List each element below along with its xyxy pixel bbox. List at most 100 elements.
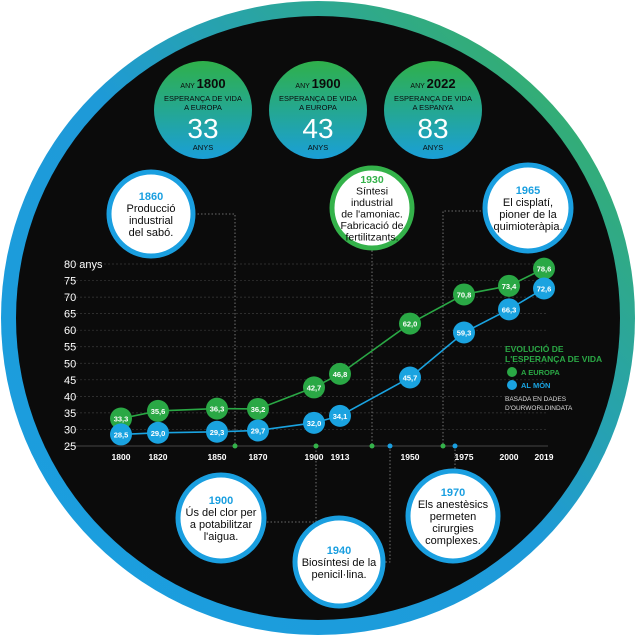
event-text-line: l'aigua. [204,531,239,543]
dot-1940 [387,443,393,449]
data-label: 29,3 [210,428,225,437]
y-tick-label: 70 [64,292,76,304]
event-year: 1930 [360,174,384,186]
event-circle [329,165,415,251]
event-text-line: Biosíntesi de la [302,557,377,569]
y-tick-label: 45 [64,375,76,387]
data-point-world-1975 [453,321,475,344]
data-label: 59,3 [457,328,472,337]
data-label: 46,8 [333,370,348,379]
stat-value: 33 [187,113,218,144]
stat-year: ANY 1900 [295,76,340,91]
event-text-line: Ús del clor per [186,506,257,519]
stat-year-prefix: ANY [410,83,426,90]
y-tick-label: 80 anys [64,259,103,271]
data-point-europe-1820 [147,399,169,422]
dark-disc [16,16,620,620]
stat-badge-circle [154,61,252,159]
connector-1965 [442,210,488,446]
event-year: 1900 [209,495,233,507]
stat-line1: ESPERANÇA DE VIDA [279,94,357,103]
chart-series: 33,3 35,6 36,3 36,2 42,7 46,8 62,0 70,8 73,4 78,6… [110,257,555,446]
x-tick-label: 1950 [401,452,420,462]
data-point-europe-2019 [533,257,555,280]
event-text-line: quimioteràpia. [493,221,562,233]
data-point-world-1850 [206,420,228,443]
event-text-line: penicil·lina. [311,569,366,581]
event-text-line: Producció [127,203,176,215]
x-tick-label: 1870 [249,452,268,462]
data-point-europe-1950 [399,312,421,335]
legend-world-label: AL MÓN [521,381,550,390]
data-label: 70,8 [457,290,472,299]
x-tick-label: 1913 [331,452,350,462]
legend-europe-marker [507,367,517,377]
data-point-world-1820 [147,421,169,444]
y-tick-label: 30 [64,424,76,436]
dot-1860 [232,443,238,449]
stat-year-prefix: ANY [180,83,196,90]
y-tick-label: 40 [64,391,76,403]
event-text-line: Síntesi [356,186,388,198]
event-text-line: pioner de la [499,209,557,221]
x-tick-label: 1800 [112,452,131,462]
data-point-europe-2000 [498,274,520,297]
stat-line1: ESPERANÇA DE VIDA [394,94,472,103]
event-text-line: industrial [351,197,393,209]
event-text-line: a potabilitzar [190,519,253,531]
stat-year: ANY 2022 [410,76,455,91]
series-line-europe [120,267,545,420]
data-point-europe-1850 [206,397,228,420]
y-tick-label: 60 [64,325,76,337]
data-point-europe-1975 [453,283,475,306]
x-tick-label: 1900 [305,452,324,462]
event-text-line: complexes. [425,535,481,547]
data-label: 42,7 [307,383,322,392]
dot-1965 [440,443,446,449]
event-text-line: de l'amoniac. [341,209,403,221]
event-year: 1860 [139,191,163,203]
data-label: 35,6 [151,407,166,416]
stat-year: ANY 1800 [180,76,225,91]
stat-unit: ANYS [423,143,443,152]
connector-1860 [180,213,236,446]
dot-1900 [313,443,319,449]
y-tick-label: 65 [64,309,76,321]
data-point-europe-1900 [303,376,325,399]
legend-source-1: BASADA EN DADES [505,396,567,403]
data-point-europe-1870 [247,397,269,420]
legend-source-2: D'OURWORLDINDATA [505,405,573,412]
x-tick-label: 1850 [208,452,227,462]
stat-value: 43 [302,113,333,144]
stat-year-value: 2022 [427,76,456,91]
data-label: 73,4 [502,282,517,291]
data-point-europe-1913 [329,362,351,385]
event-year: 1965 [516,185,540,197]
stat-badge-circle [384,61,482,159]
x-tick-label: 2019 [535,452,554,462]
event-circle [175,472,267,564]
dot-1930 [369,443,375,449]
event-circle [292,515,386,609]
event-text-line: Fabricació de [340,220,403,232]
legend-world-marker [507,380,517,390]
y-tick-label: 50 [64,358,76,370]
y-axis: 80 anys 75 70 65 60 55 50 45 40 35 30 25 [64,259,103,453]
stat-year-value: 1800 [197,76,226,91]
event-text-line: cirurgies [432,523,474,535]
y-tick-label: 75 [64,276,76,288]
data-label: 66,3 [502,305,517,314]
event-text-line: fertilitzants. [345,232,398,244]
stat-line2: A EUROPA [184,103,222,112]
event-text-line: industrial [129,215,173,227]
data-label: 32,0 [307,419,322,428]
